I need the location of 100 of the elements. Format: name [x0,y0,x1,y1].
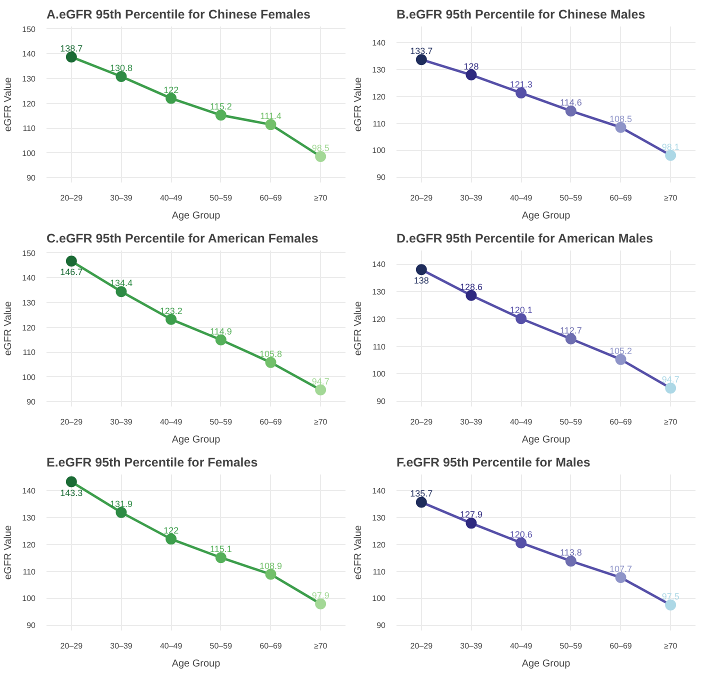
y-tick-label: 140 [22,274,36,283]
y-tick-label: 130 [372,66,386,75]
y-tick-label: 100 [22,594,36,604]
y-tick-label: 100 [372,370,386,379]
y-tick-label: 120 [372,92,386,102]
data-label: 115.1 [210,544,232,554]
data-label: 113.8 [560,548,582,558]
data-label: 128 [464,61,479,72]
data-label: 108.9 [259,560,282,571]
data-label: 108.5 [609,114,632,124]
chart-title: F.eGFR 95th Percentile for Males [396,456,590,470]
data-label: 120.6 [510,529,532,540]
y-tick-label: 120 [372,314,386,324]
y-tick-label: 110 [372,119,386,128]
y-tick-label: 110 [22,348,36,358]
x-tick-label: ≥70 [314,642,328,650]
data-label: 97.9 [312,590,330,600]
x-tick-label: 30–39 [110,642,133,650]
data-label: 143.3 [60,488,83,498]
x-tick-label: 30–39 [110,418,133,426]
chart-title: A.eGFR 95th Percentile for Chinese Females [46,8,311,22]
y-tick-label: 90 [376,621,386,630]
data-label: 130.8 [110,63,133,74]
data-label: 97.5 [662,591,680,602]
data-label: 114.6 [560,97,582,108]
y-tick-label: 130 [22,298,36,308]
y-tick-label: 120 [22,99,36,108]
y-axis-title: eGFR Value [353,300,364,356]
y-axis-title: eGFR Value [353,524,364,580]
chart-title: D.eGFR 95th Percentile for American Males [396,232,654,246]
chart-title: E.eGFR 95th Percentile for Females [46,456,258,470]
y-tick-label: 110 [22,124,36,134]
data-label: 98.5 [312,143,330,154]
x-axis-title: Age Group [172,658,221,670]
x-tick-label: 20–29 [60,194,84,202]
x-tick-label: 40–49 [160,418,183,426]
x-tick-label: 50–59 [560,418,583,426]
data-label: 94.7 [312,376,330,386]
data-label: 115.2 [210,102,232,112]
y-tick-label: 140 [372,486,386,496]
data-label: 112.7 [560,325,582,336]
x-axis-title: Age Group [522,434,571,446]
y-tick-label: 110 [372,342,386,352]
x-axis-title: Age Group [172,210,221,222]
x-axis-title: Age Group [522,658,571,670]
data-label: 121.3 [510,79,532,90]
y-axis-title: eGFR Value [3,300,14,356]
y-tick-label: 150 [22,24,36,34]
x-tick-label: 60–69 [260,642,282,650]
x-tick-label: 20–29 [60,418,84,426]
data-label: 135.7 [410,488,433,499]
x-tick-label: ≥70 [664,418,678,426]
x-tick-label: 60–69 [610,418,632,426]
x-tick-label: ≥70 [314,418,328,426]
x-tick-label: 40–49 [160,642,183,650]
x-tick-label: 40–49 [510,418,533,426]
x-tick-label: 30–39 [460,194,483,202]
x-tick-label: 60–69 [610,642,632,650]
y-axis-title: eGFR Value [3,524,14,580]
x-axis-title: Age Group [172,434,221,446]
y-tick-label: 140 [372,260,386,270]
y-tick-label: 110 [22,567,36,576]
data-label: 105.2 [609,346,632,356]
data-label: 114.9 [210,326,232,336]
y-tick-label: 120 [372,540,386,550]
data-label: 133.7 [410,46,433,56]
x-tick-label: 60–69 [260,194,282,202]
y-axis-title: eGFR Value [3,76,14,132]
y-tick-label: 90 [26,621,36,630]
chart-title: C.eGFR 95th Percentile for American Females [46,232,318,246]
x-tick-label: 30–39 [460,642,483,650]
data-label: 111.4 [260,111,282,122]
data-label: 128.6 [460,282,483,292]
y-tick-label: 90 [376,173,386,182]
x-tick-label: 20–29 [410,418,434,426]
data-label: 94.7 [662,374,680,385]
y-tick-label: 120 [22,323,36,332]
y-tick-label: 130 [372,288,386,297]
data-label: 105.8 [259,348,282,359]
x-tick-label: 50–59 [210,194,233,202]
y-tick-label: 120 [22,540,36,550]
data-label: 98.1 [662,142,680,152]
data-label: 107.7 [609,564,632,574]
x-tick-label: 50–59 [210,418,233,426]
x-tick-label: 20–29 [410,642,434,650]
y-tick-label: 140 [372,38,386,48]
data-label: 131.9 [110,498,133,509]
x-tick-label: 50–59 [560,642,583,650]
data-label: 134.4 [110,278,133,288]
y-tick-label: 100 [22,148,36,158]
y-tick-label: 100 [22,372,36,382]
x-tick-label: 20–29 [60,642,84,650]
x-tick-label: 40–49 [510,642,533,650]
y-tick-label: 130 [22,514,36,523]
x-tick-label: 20–29 [410,194,434,202]
y-tick-label: 90 [376,397,386,406]
data-label: 123.2 [160,306,182,316]
data-label: 122 [164,84,179,95]
data-label: 122 [164,526,179,536]
y-tick-label: 110 [372,567,386,576]
